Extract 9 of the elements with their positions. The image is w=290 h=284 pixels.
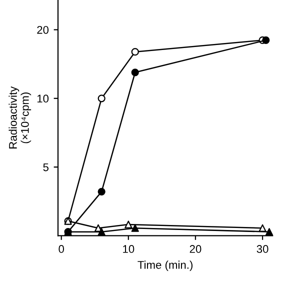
x-tick-label: 20 xyxy=(190,245,202,253)
x-tick-label: 30 xyxy=(256,245,268,253)
x-axis-title: Time (min.) xyxy=(138,260,192,272)
x-tick-label: 0 xyxy=(58,245,64,253)
y-tick-label: 20 xyxy=(37,26,49,34)
x-tick-label: 10 xyxy=(123,245,134,253)
y-tick-label: 5 xyxy=(43,163,49,172)
y-tick-label: 10 xyxy=(37,94,49,103)
y-axis-title: Radioactivity (×10⁴cpm) xyxy=(8,86,32,148)
